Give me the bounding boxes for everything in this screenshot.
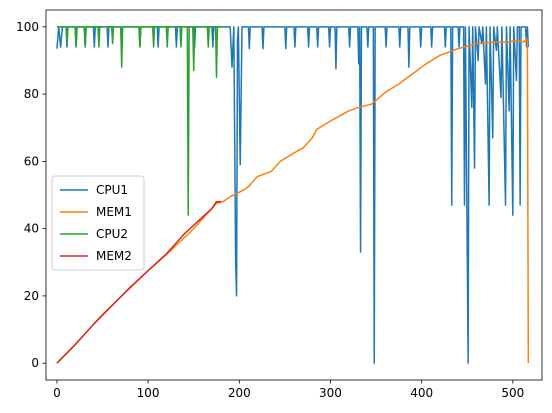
legend-label-mem1: MEM1 [96, 205, 132, 219]
x-tick-label: 400 [410, 386, 433, 400]
legend-label-mem2: MEM2 [96, 249, 132, 263]
legend: CPU1 MEM1 CPU2 MEM2 [52, 176, 144, 270]
x-tick-label: 100 [137, 386, 160, 400]
legend-label-cpu1: CPU1 [96, 183, 128, 197]
x-tick-label: 500 [501, 386, 524, 400]
y-tick-label: 60 [24, 154, 39, 168]
x-tick-label: 0 [53, 386, 61, 400]
y-tick-label: 40 [24, 222, 39, 236]
x-tick-label: 200 [228, 386, 251, 400]
legend-label-cpu2: CPU2 [96, 227, 128, 241]
y-tick-label: 0 [31, 356, 39, 370]
y-tick-label: 20 [24, 289, 39, 303]
x-tick-label: 300 [319, 386, 342, 400]
y-tick-label: 100 [16, 20, 39, 34]
y-tick-label: 80 [24, 87, 39, 101]
